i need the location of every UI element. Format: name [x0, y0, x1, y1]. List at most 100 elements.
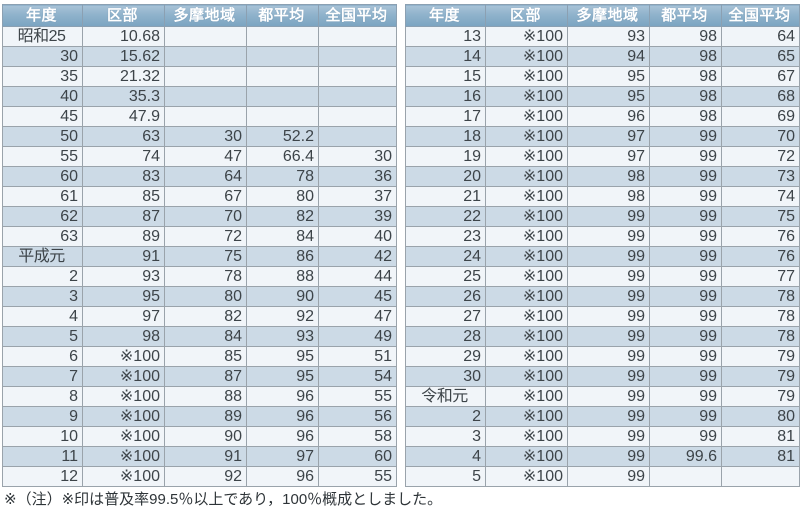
right-cell-to: 99 [649, 246, 722, 267]
left-cell-ku: 15.62 [82, 46, 165, 67]
right-cell-ku: ※100 [485, 346, 568, 367]
left-col-header-year: 年度 [2, 4, 83, 27]
right-cell-year: 令和元 [405, 386, 486, 407]
right-table-body: 13 ※100 93 98 64 14 ※100 94 98 65 15 ※100 95 98 67 16 ※1… [405, 26, 800, 487]
left-cell-to [246, 46, 319, 67]
right-cell-national: 78 [721, 286, 800, 307]
table-row: 昭和25 10.68 [2, 26, 397, 47]
left-cell-national: 47 [318, 306, 397, 327]
right-col-header-to-average: 都平均 [649, 4, 722, 27]
left-cell-to: 88 [246, 266, 319, 287]
left-cell-ku: ※100 [82, 406, 165, 427]
left-cell-ku: 10.68 [82, 26, 165, 47]
left-cell-to: 84 [246, 226, 319, 247]
table-row: 11 ※100 91 97 60 [2, 446, 397, 467]
right-cell-tama: 99 [567, 266, 650, 287]
left-cell-to: 92 [246, 306, 319, 327]
table-row: 35 21.32 [2, 66, 397, 87]
right-cell-tama: 99 [567, 226, 650, 247]
right-cell-to: 99 [649, 266, 722, 287]
right-cell-ku: ※100 [485, 206, 568, 227]
footnote: ※（注）※印は普及率99.5％以上であり，100％概成としました。 [4, 491, 443, 508]
right-cell-national: 65 [721, 46, 800, 67]
left-cell-national: 58 [318, 426, 397, 447]
left-cell-year: 12 [2, 466, 83, 487]
table-row: 18 ※100 97 99 70 [405, 126, 800, 147]
table-row: 17 ※100 96 98 69 [405, 106, 800, 127]
left-cell-tama: 30 [164, 126, 247, 147]
left-cell-national: 55 [318, 466, 397, 487]
left-cell-ku: ※100 [82, 426, 165, 447]
left-cell-tama: 47 [164, 146, 247, 167]
right-cell-ku: ※100 [485, 306, 568, 327]
right-cell-to: 98 [649, 86, 722, 107]
right-cell-tama: 99 [567, 366, 650, 387]
left-cell-year: 62 [2, 206, 83, 227]
right-cell-tama: 94 [567, 46, 650, 67]
left-cell-to: 93 [246, 326, 319, 347]
right-cell-to: 99 [649, 426, 722, 447]
right-cell-ku: ※100 [485, 326, 568, 347]
right-cell-national: 64 [721, 26, 800, 47]
right-cell-to: 99 [649, 146, 722, 167]
right-cell-year: 3 [405, 426, 486, 447]
left-table-body: 昭和25 10.68 30 15.62 35 21.32 40 35.3 45 47.9 50 63 3… [2, 26, 397, 487]
right-cell-to: 99 [649, 206, 722, 227]
right-cell-year: 29 [405, 346, 486, 367]
right-cell-to: 99 [649, 366, 722, 387]
table-row: 5 ※100 99 [405, 466, 800, 487]
right-col-header-national: 全国平均 [721, 4, 800, 27]
left-cell-year: 40 [2, 86, 83, 107]
right-cell-ku: ※100 [485, 466, 568, 487]
table-row: 令和元 ※100 99 99 79 [405, 386, 800, 407]
right-cell-ku: ※100 [485, 286, 568, 307]
left-col-header-tama: 多摩地域 [164, 4, 247, 27]
tables-row: 年度 区部 多摩地域 都平均 全国平均 昭和25 10.68 30 15.62 35 21… [2, 4, 800, 487]
right-header-row: 年度 区部 多摩地域 都平均 全国平均 [405, 4, 800, 27]
left-cell-ku: ※100 [82, 366, 165, 387]
right-cell-tama: 99 [567, 206, 650, 227]
left-cell-national [318, 86, 397, 107]
right-cell-tama: 97 [567, 146, 650, 167]
left-cell-year: 30 [2, 46, 83, 67]
right-cell-national: 76 [721, 226, 800, 247]
right-cell-tama: 93 [567, 26, 650, 47]
left-cell-year: 11 [2, 446, 83, 467]
left-cell-ku: ※100 [82, 386, 165, 407]
right-cell-ku: ※100 [485, 146, 568, 167]
left-cell-ku: ※100 [82, 446, 165, 467]
left-cell-year: 55 [2, 146, 83, 167]
left-cell-national: 40 [318, 226, 397, 247]
left-cell-year: 平成元 [2, 246, 83, 267]
right-cell-year: 18 [405, 126, 486, 147]
left-cell-ku: 85 [82, 186, 165, 207]
table-row: 2 93 78 88 44 [2, 266, 397, 287]
left-cell-year: 8 [2, 386, 83, 407]
right-cell-national: 75 [721, 206, 800, 227]
left-cell-ku: 97 [82, 306, 165, 327]
right-cell-ku: ※100 [485, 66, 568, 87]
left-cell-national: 44 [318, 266, 397, 287]
left-cell-to [246, 106, 319, 127]
left-cell-national [318, 26, 397, 47]
table-row: 29 ※100 99 99 79 [405, 346, 800, 367]
right-cell-year: 15 [405, 66, 486, 87]
right-cell-tama: 99 [567, 346, 650, 367]
right-cell-to: 99 [649, 226, 722, 247]
left-cell-ku: 74 [82, 146, 165, 167]
right-col-header-tama: 多摩地域 [567, 4, 650, 27]
table-row: 12 ※100 92 96 55 [2, 466, 397, 487]
right-cell-tama: 99 [567, 466, 650, 487]
left-cell-year: 50 [2, 126, 83, 147]
left-cell-to: 95 [246, 366, 319, 387]
right-cell-year: 26 [405, 286, 486, 307]
table-row: 22 ※100 99 99 75 [405, 206, 800, 227]
right-cell-ku: ※100 [485, 86, 568, 107]
left-cell-ku: 83 [82, 166, 165, 187]
left-cell-tama: 92 [164, 466, 247, 487]
right-cell-national: 67 [721, 66, 800, 87]
right-col-header-ku: 区部 [485, 4, 568, 27]
left-cell-to [246, 26, 319, 47]
left-cell-national: 45 [318, 286, 397, 307]
left-cell-year: 昭和25 [2, 26, 83, 47]
